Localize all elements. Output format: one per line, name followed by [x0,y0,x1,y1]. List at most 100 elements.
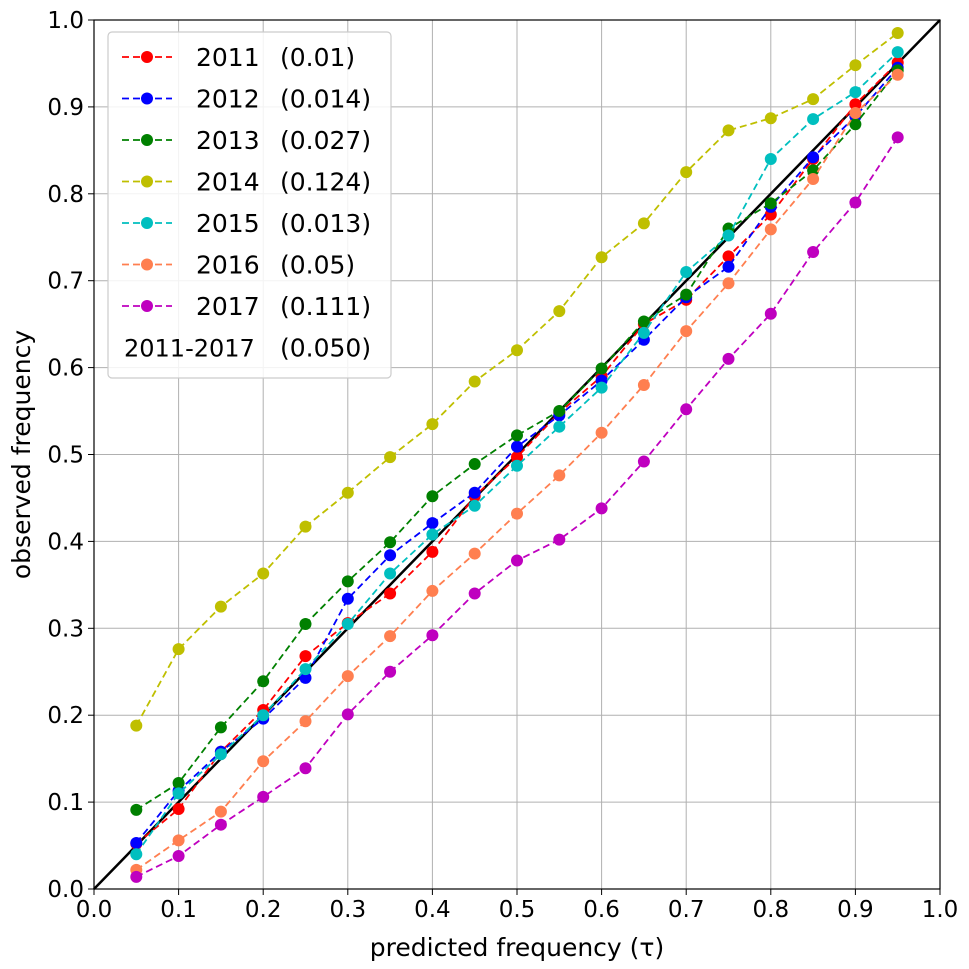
legend-marker-2015 [141,217,153,229]
data-point-2014 [807,93,820,106]
data-point-2017 [172,849,185,862]
legend-score-2012: (0.014) [280,85,371,114]
legend-marker-2017 [141,300,153,312]
data-point-2016 [849,106,862,119]
x-tick-label: 0.8 [753,897,790,923]
data-point-2012 [722,260,735,273]
data-point-2017 [807,246,820,259]
data-point-2014 [341,486,354,499]
data-point-2013 [849,118,862,131]
y-tick-label: 0.1 [47,790,84,816]
data-point-2017 [680,403,693,416]
x-tick-label: 0.5 [499,897,536,923]
data-point-2014 [130,719,143,732]
legend-item-2014: 2014 (0.124) [122,168,371,197]
legend-marker-2011 [141,51,153,63]
data-point-2011 [426,545,439,558]
data-point-2017 [511,554,523,567]
legend-score-2015: (0.013) [280,209,371,238]
data-point-2015 [722,229,735,242]
y-axis-label: observed frequency [7,330,36,579]
data-point-2016 [426,584,439,597]
legend-score-2013: (0.027) [280,126,371,155]
legend-label-2016: 2016 [196,251,260,280]
legend-item-2016: 2016 (0.05) [122,251,355,280]
data-point-2016 [680,325,693,338]
legend-overall-score: (0.050) [280,334,371,363]
data-point-2015 [595,381,608,394]
legend-item-overall: 2011-2017 (0.050) [124,334,371,363]
data-point-2014 [172,643,185,656]
data-point-2013 [384,536,397,549]
ticks: 0.0 0.1 0.2 0.3 0.4 0.5 0.6 0.7 0.8 0.9 1.0 0.0 0.1 0… [47,8,958,923]
series-group [130,27,904,883]
data-point-2016 [637,378,650,391]
y-tick-label: 0.2 [47,703,84,729]
legend-label-2017: 2017 [196,292,260,321]
data-point-2017 [130,870,143,883]
data-point-2016 [384,630,397,643]
data-point-2015 [764,153,777,166]
legend-label-2015: 2015 [196,209,260,238]
data-point-2012 [299,671,312,684]
data-point-2015 [553,420,566,433]
x-tick-label: 0.1 [160,897,197,923]
data-point-2015 [214,748,227,761]
x-tick-label: 0.4 [414,897,451,923]
data-point-2016 [764,223,777,236]
data-point-2012 [426,517,439,530]
legend-label-2012: 2012 [196,85,260,114]
data-point-2015 [172,787,185,800]
legend-label-2014: 2014 [196,168,260,197]
data-point-2014 [680,166,693,179]
legend-item-2011: 2011 (0.01) [122,43,355,72]
legend-label-2013: 2013 [196,126,260,155]
data-point-2017 [637,455,650,468]
data-point-2017 [384,665,397,678]
y-tick-label: 0.9 [47,95,84,121]
data-point-2015 [299,663,312,676]
data-point-2017 [722,352,735,365]
data-point-2014 [511,344,523,357]
y-tick-label: 0.8 [47,182,84,208]
legend-score-2016: (0.05) [280,251,355,280]
data-point-2013 [214,721,227,734]
data-point-2015 [426,528,439,541]
x-tick-label: 0.3 [330,897,367,923]
y-tick-label: 0.5 [47,443,84,469]
data-point-2012 [384,549,397,562]
legend-label-2011: 2011 [196,43,260,72]
y-tick-label: 0.4 [47,529,84,555]
data-point-2014 [553,305,566,318]
data-point-2011 [172,803,185,816]
data-point-2014 [214,600,227,613]
data-point-2017 [849,196,862,209]
data-point-2016 [341,670,354,683]
y-tick-label: 0.7 [47,269,84,295]
data-point-2017 [891,131,904,144]
data-point-2012 [807,151,820,164]
data-point-2016 [257,755,270,768]
x-tick-label: 0.9 [837,897,874,923]
data-point-2016 [891,68,904,81]
data-point-2016 [553,469,566,482]
data-point-2013 [595,362,608,375]
data-point-2014 [891,27,904,40]
data-point-2013 [511,429,523,442]
data-point-2016 [511,507,523,520]
legend-item-2012: 2012 (0.014) [122,85,371,114]
data-point-2014 [299,520,312,533]
data-point-2011 [299,650,312,663]
data-point-2016 [214,805,227,818]
legend-score-2014: (0.124) [280,168,371,197]
data-point-2011 [384,587,397,600]
x-tick-label: 0.0 [76,897,113,923]
data-point-2013 [680,288,693,301]
data-point-2016 [807,173,820,186]
data-point-2014 [722,124,735,137]
y-tick-label: 0.0 [47,877,84,903]
data-point-2015 [680,266,693,279]
data-point-2016 [722,277,735,290]
legend-items: 2011 (0.01) 2012 (0.014) 2013 (0.027) 2014 (0.1… [122,43,371,363]
